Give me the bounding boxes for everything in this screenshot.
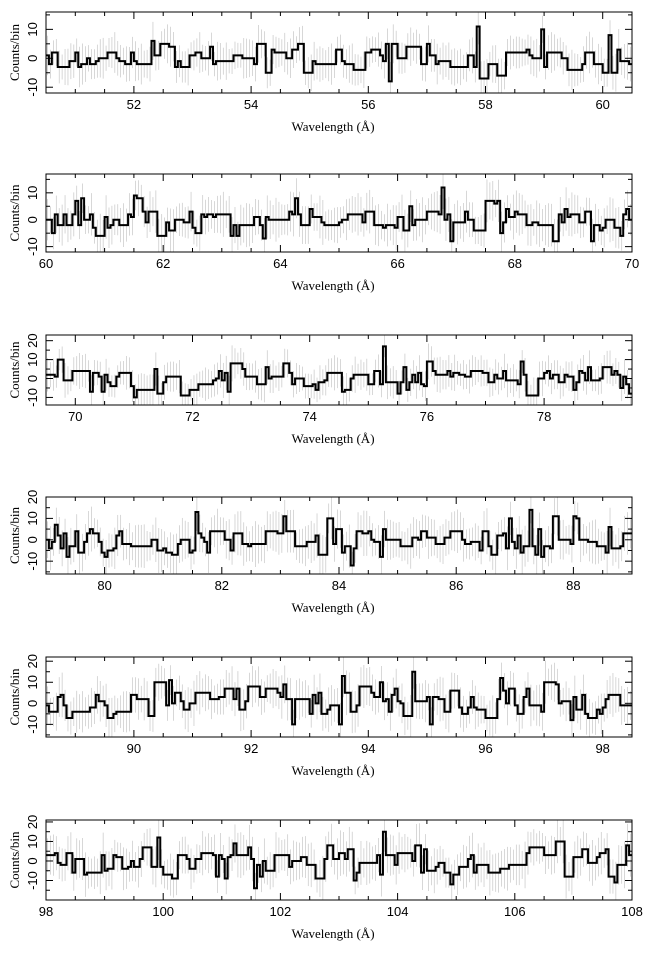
x-tick-label: 62 — [156, 256, 170, 271]
y-tick-label: 10 — [25, 675, 40, 689]
y-axis-label: Counts/bin — [7, 831, 22, 889]
y-tick-label: 10 — [25, 22, 40, 36]
x-axis-label: Wavelength (Å) — [291, 763, 374, 778]
x-tick-label: 98 — [39, 904, 53, 919]
x-tick-label: 84 — [332, 578, 346, 593]
y-tick-label: 10 — [25, 352, 40, 366]
error-bar-group — [47, 174, 631, 252]
x-tick-label: 82 — [215, 578, 229, 593]
x-tick-label: 70 — [625, 256, 639, 271]
x-tick-label: 68 — [508, 256, 522, 271]
x-axis-label: Wavelength (Å) — [291, 278, 374, 293]
spectrum-panel-2: 60 62 64 66 68 70 -10 0 10 Wavelength (Å) Counts/b… — [7, 173, 639, 293]
y-tick-label: 10 — [25, 834, 40, 848]
y-tick-label: 0 — [25, 55, 40, 62]
y-tick-label: 10 — [25, 511, 40, 525]
x-tick-label: 72 — [185, 409, 199, 424]
x-tick-label: 80 — [97, 578, 111, 593]
y-tick-label: 0 — [25, 375, 40, 382]
y-axis-label: Counts/bin — [7, 668, 22, 726]
y-tick-label: 0 — [25, 700, 40, 707]
x-tick-label: 100 — [152, 904, 174, 919]
x-tick-label: 86 — [449, 578, 463, 593]
data-series-line — [46, 25, 632, 83]
y-tick-label: -10 — [25, 871, 40, 890]
y-tick-label: 0 — [25, 536, 40, 543]
x-axis-label: Wavelength (Å) — [291, 431, 374, 446]
x-tick-label: 54 — [244, 97, 258, 112]
y-tick-label: -10 — [25, 715, 40, 734]
y-axis-label: Counts/bin — [7, 184, 22, 242]
x-axis-label: Wavelength (Å) — [291, 600, 374, 615]
y-tick-label: 20 — [25, 490, 40, 504]
spectrum-panel-3: 70 72 74 76 78 -10 0 10 20 Wavelength (Å) Counts/b… — [7, 333, 633, 446]
plot-frame — [45, 496, 633, 575]
x-tick-label: 60 — [39, 256, 53, 271]
error-bar-group — [47, 12, 631, 93]
x-tick-label: 90 — [127, 741, 141, 756]
x-tick-label: 64 — [273, 256, 287, 271]
spectrum-panel-1: 52 54 56 58 60 -10 0 10 Wavelength (Å) Counts/bin — [7, 11, 633, 134]
error-bar-group — [47, 335, 631, 405]
y-axis-label: Counts/bin — [7, 341, 22, 399]
x-tick-label: 56 — [361, 97, 375, 112]
x-tick-label: 108 — [621, 904, 643, 919]
x-axis-label: Wavelength (Å) — [291, 119, 374, 134]
y-tick-label: -10 — [25, 552, 40, 571]
y-tick-label: 0 — [25, 857, 40, 864]
spectrum-panel-6: 98 100 102 104 106 108 -10 0 10 20 Wavelength (Å) C… — [7, 815, 643, 941]
x-tick-label: 76 — [420, 409, 434, 424]
x-tick-label: 78 — [537, 409, 551, 424]
x-tick-label: 102 — [270, 904, 292, 919]
error-bar-group — [47, 820, 631, 900]
y-tick-label: 20 — [25, 815, 40, 829]
y-tick-label: -10 — [25, 237, 40, 256]
data-series-line — [46, 345, 632, 399]
y-tick-label: 10 — [25, 186, 40, 200]
spectrum-panel-5: 90 92 94 96 98 -10 0 10 20 Wavelength (Å) Counts/b… — [7, 654, 633, 778]
y-tick-label: 20 — [25, 333, 40, 347]
x-tick-label: 88 — [566, 578, 580, 593]
x-tick-label: 104 — [387, 904, 409, 919]
data-series-line — [46, 830, 632, 890]
x-tick-label: 58 — [478, 97, 492, 112]
y-tick-label: 20 — [25, 654, 40, 668]
x-tick-label: 96 — [478, 741, 492, 756]
x-tick-label: 98 — [595, 741, 609, 756]
x-tick-label: 74 — [302, 409, 316, 424]
y-axis-label: Counts/bin — [7, 23, 22, 81]
y-axis-label: Counts/bin — [7, 506, 22, 564]
x-tick-label: 106 — [504, 904, 526, 919]
x-tick-label: 92 — [244, 741, 258, 756]
error-bar-group — [47, 497, 631, 574]
x-tick-label: 52 — [127, 97, 141, 112]
x-axis-label: Wavelength (Å) — [291, 926, 374, 941]
x-tick-label: 94 — [361, 741, 375, 756]
y-tick-label: -10 — [25, 388, 40, 407]
y-tick-label: -10 — [25, 78, 40, 97]
x-tick-label: 66 — [390, 256, 404, 271]
y-tick-label: 0 — [25, 216, 40, 223]
data-series-line — [46, 670, 632, 726]
data-series-line — [46, 186, 632, 243]
spectrum-panel-4: 80 82 84 86 88 -10 0 10 20 Wavelength (Å) Counts/b… — [7, 490, 633, 615]
x-tick-label: 60 — [595, 97, 609, 112]
x-tick-label: 70 — [68, 409, 82, 424]
data-series-line — [46, 508, 632, 567]
